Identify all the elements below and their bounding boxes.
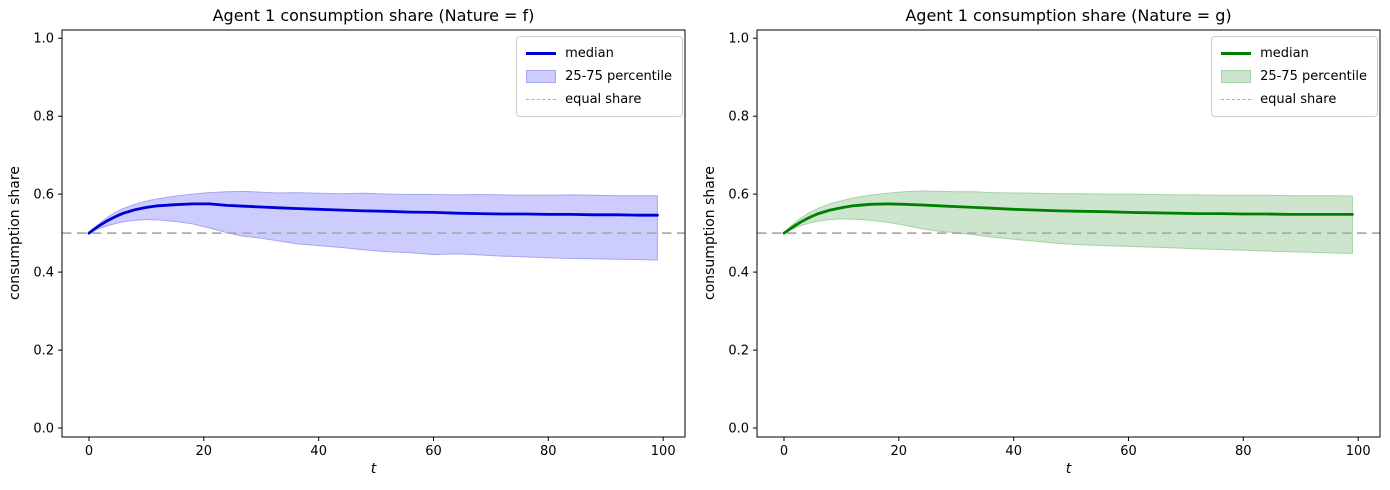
svg-text:0.6: 0.6 bbox=[728, 188, 749, 203]
legend: median 25-75 percentile equal share bbox=[516, 36, 683, 117]
svg-text:0.6: 0.6 bbox=[33, 188, 54, 203]
chart-panel-nature-g: Agent 1 consumption share (Nature = g) c… bbox=[695, 0, 1390, 490]
chart-title: Agent 1 consumption share (Nature = f) bbox=[212, 6, 535, 25]
svg-text:1.0: 1.0 bbox=[728, 32, 749, 47]
svg-text:100: 100 bbox=[651, 444, 676, 459]
legend-item-percentile-band: 25-75 percentile bbox=[1221, 66, 1367, 87]
svg-text:20: 20 bbox=[891, 444, 908, 459]
plot-area: 0 20 40 60 80 100 0.0 0.2 0.4 0.6 0.8 1.0 bbox=[33, 29, 686, 459]
chart-panel-nature-f: Agent 1 consumption share (Nature = f) c… bbox=[7, 6, 686, 477]
svg-text:40: 40 bbox=[310, 444, 327, 459]
legend-item-equal-share: equal share bbox=[526, 89, 672, 110]
legend-label: 25-75 percentile bbox=[1260, 69, 1367, 84]
x-axis-label: t bbox=[1065, 461, 1072, 477]
svg-text:80: 80 bbox=[540, 444, 557, 459]
svg-text:0.2: 0.2 bbox=[33, 344, 54, 359]
legend-item-percentile-band: 25-75 percentile bbox=[526, 66, 672, 87]
x-axis-label: t bbox=[370, 461, 377, 477]
legend-label: median bbox=[1260, 46, 1309, 61]
legend-item-median: median bbox=[526, 43, 672, 64]
svg-text:0: 0 bbox=[780, 444, 788, 459]
legend-item-equal-share: equal share bbox=[1221, 89, 1367, 110]
legend-label: median bbox=[565, 46, 614, 61]
median-line-swatch bbox=[1221, 51, 1252, 56]
svg-text:80: 80 bbox=[1235, 444, 1252, 459]
chart-title: Agent 1 consumption share (Nature = g) bbox=[905, 6, 1232, 25]
plot-area: 0 20 40 60 80 100 0.0 0.2 0.4 0.6 0.8 1.0 bbox=[728, 29, 1381, 459]
svg-text:20: 20 bbox=[196, 444, 213, 459]
svg-text:60: 60 bbox=[1120, 444, 1137, 459]
svg-text:0.4: 0.4 bbox=[33, 266, 54, 281]
percentile-band-swatch bbox=[526, 70, 557, 83]
legend-label: 25-75 percentile bbox=[565, 69, 672, 84]
svg-text:0.2: 0.2 bbox=[728, 344, 749, 359]
svg-text:40: 40 bbox=[1005, 444, 1022, 459]
legend-label: equal share bbox=[1260, 92, 1337, 107]
equal-share-dash-swatch bbox=[526, 99, 557, 100]
svg-text:0.0: 0.0 bbox=[728, 422, 749, 437]
legend-item-median: median bbox=[1221, 43, 1367, 64]
svg-text:0.8: 0.8 bbox=[33, 110, 54, 125]
legend-label: equal share bbox=[565, 92, 642, 107]
svg-text:0: 0 bbox=[85, 444, 93, 459]
median-line-swatch bbox=[526, 51, 557, 56]
legend: median 25-75 percentile equal share bbox=[1211, 36, 1378, 117]
svg-text:100: 100 bbox=[1346, 444, 1371, 459]
equal-share-dash-swatch bbox=[1221, 99, 1252, 100]
percentile-band-swatch bbox=[1221, 70, 1252, 83]
svg-text:0.8: 0.8 bbox=[728, 110, 749, 125]
svg-text:1.0: 1.0 bbox=[33, 32, 54, 47]
svg-text:0.0: 0.0 bbox=[33, 422, 54, 437]
svg-text:60: 60 bbox=[425, 444, 442, 459]
svg-text:0.4: 0.4 bbox=[728, 266, 749, 281]
